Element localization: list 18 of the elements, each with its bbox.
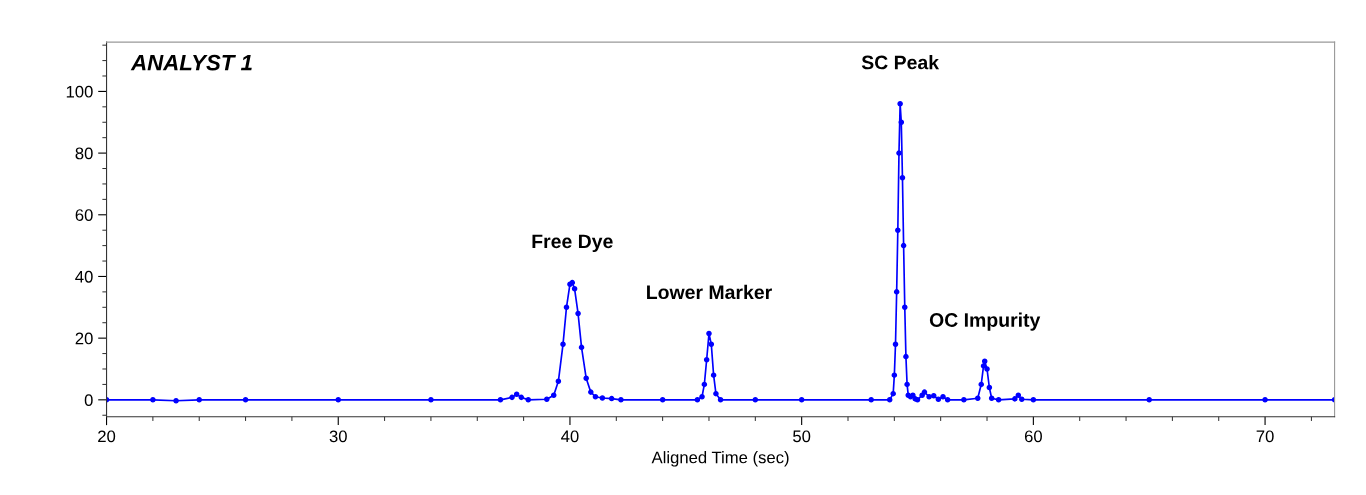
x-tick-label: 70 — [1256, 430, 1274, 443]
x-axis-title: Aligned Time (sec) — [651, 451, 789, 467]
annotation: SC Peak — [861, 55, 940, 70]
x-tick-label: 20 — [98, 430, 116, 443]
annotation: OC Impurity — [929, 312, 1041, 331]
y-tick-label: 100 — [66, 85, 93, 98]
y-tick-label: 60 — [75, 209, 93, 221]
x-tick-label: 40 — [561, 430, 579, 443]
y-tick-label: 80 — [75, 147, 93, 160]
annotation: Free Dye — [532, 234, 613, 253]
chart-title: ANALYST 1 — [130, 54, 252, 71]
x-tick-label: 30 — [329, 430, 347, 443]
x-tick-label: 60 — [1024, 430, 1042, 443]
annotation: Lower Marker — [647, 284, 772, 300]
y-tick-label: 40 — [75, 270, 93, 283]
y-tick-label: 0 — [84, 394, 93, 407]
x-tick-label: 50 — [793, 430, 811, 443]
y-tick-label: 20 — [75, 332, 93, 345]
